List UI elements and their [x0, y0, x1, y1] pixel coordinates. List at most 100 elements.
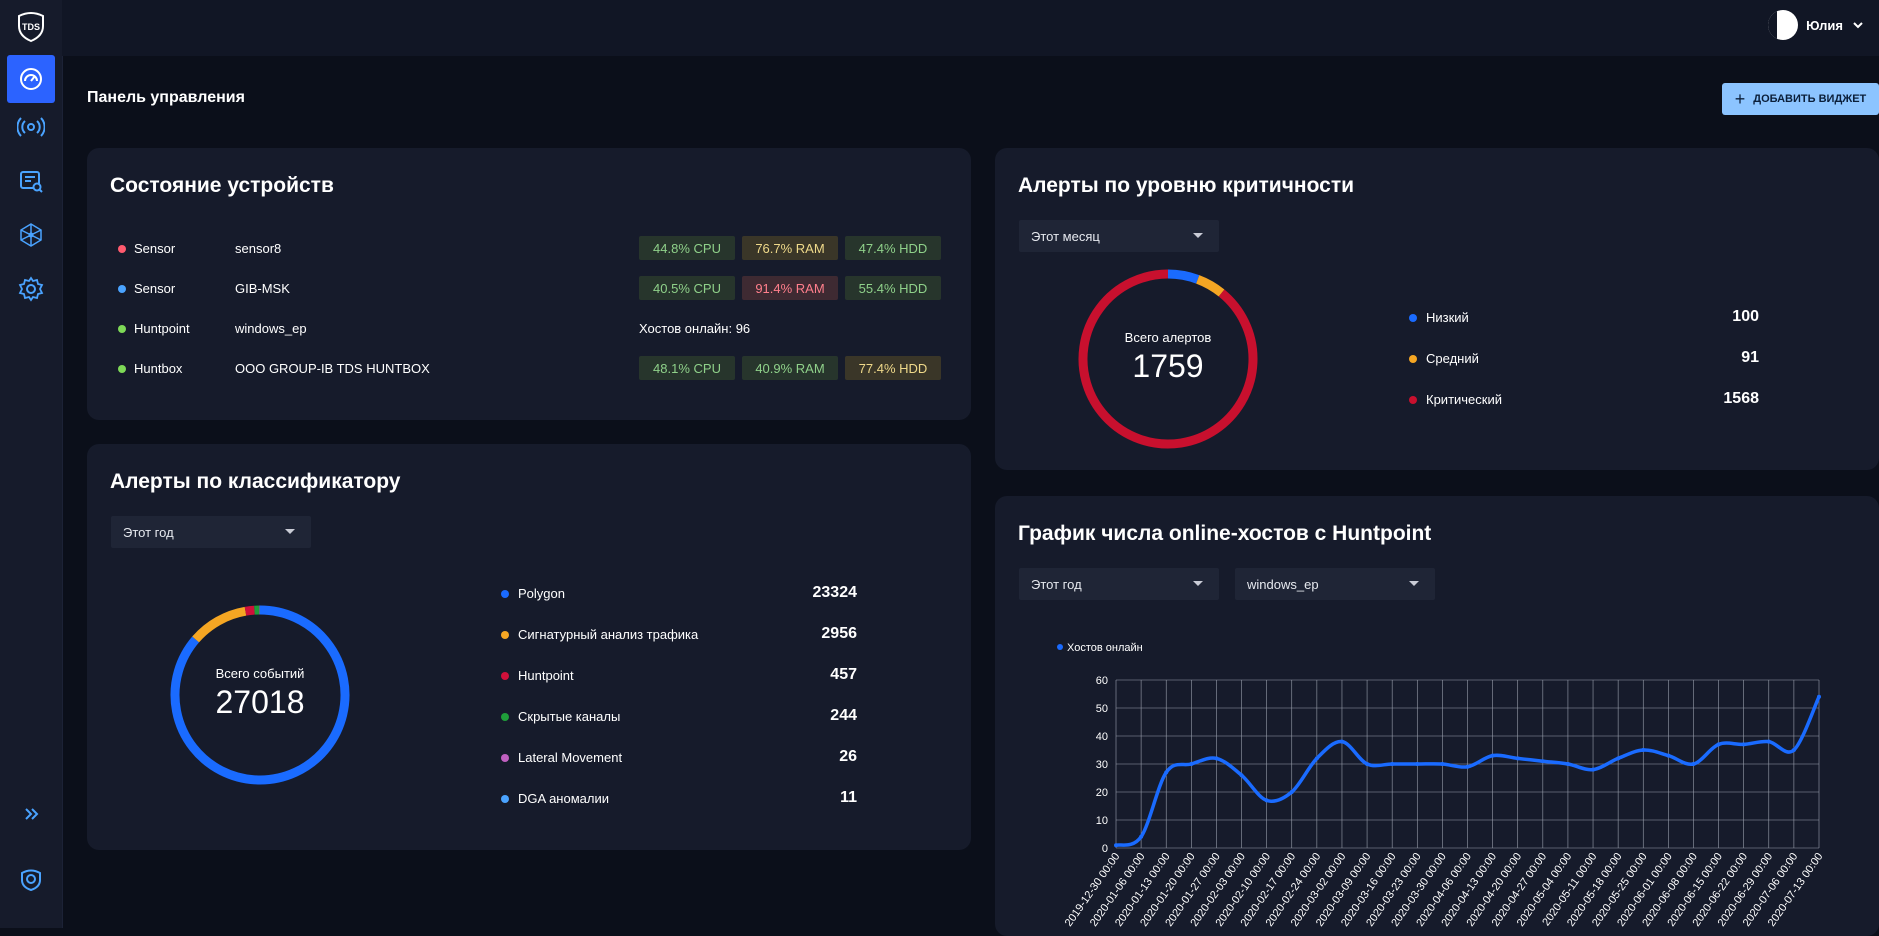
donut-slice[interactable]	[1168, 274, 1198, 279]
classifier-title: Алерты по классификатору	[110, 470, 400, 494]
data-point[interactable]	[1566, 762, 1570, 766]
donut-slice[interactable]	[245, 610, 254, 611]
data-point[interactable]	[1415, 762, 1419, 766]
device-type: Huntbox	[134, 361, 182, 376]
data-point[interactable]	[1591, 768, 1595, 772]
classifier-period-select[interactable]: Этот год	[111, 516, 311, 548]
status-dot	[118, 285, 126, 293]
donut-slice[interactable]	[1198, 279, 1222, 293]
hosts-chart-card: График числа online-хостов с Huntpoint Э…	[995, 496, 1879, 936]
legend-dot	[1409, 396, 1417, 404]
chevron-down-icon	[1851, 18, 1865, 32]
select-value: Этот год	[1031, 577, 1082, 592]
data-point[interactable]	[1365, 762, 1369, 766]
nav-settings[interactable]	[7, 265, 55, 313]
expand-sidebar-button[interactable]	[7, 790, 55, 838]
data-point[interactable]	[1214, 756, 1218, 760]
legend-value: 244	[830, 707, 857, 725]
hosts-host-select[interactable]: windows_ep	[1235, 568, 1435, 600]
data-point[interactable]	[1315, 756, 1319, 760]
user-menu[interactable]: Юлия	[1768, 10, 1865, 40]
legend-value: 457	[830, 666, 857, 684]
data-point[interactable]	[1240, 773, 1244, 777]
legend-value: 91	[1741, 349, 1759, 367]
data-point[interactable]	[1491, 754, 1495, 758]
legend-item[interactable]: Скрытые каналы 244	[501, 707, 857, 727]
data-point[interactable]	[1340, 740, 1344, 744]
y-tick-label: 50	[1096, 703, 1108, 715]
device-status-card: Состояние устройств Sensor sensor8 44.8%…	[87, 148, 971, 420]
add-widget-button[interactable]: + ДОБАВИТЬ ВИДЖЕТ	[1722, 83, 1879, 115]
donut-slice[interactable]	[196, 611, 246, 639]
hosts-period-select[interactable]: Этот год	[1019, 568, 1219, 600]
data-point[interactable]	[1691, 762, 1695, 766]
legend-dot	[501, 631, 509, 639]
nav-network[interactable]	[7, 211, 55, 259]
y-tick-label: 20	[1096, 787, 1108, 799]
legend-dot	[501, 713, 509, 721]
device-name: OOO GROUP-IB TDS HUNTBOX	[235, 361, 430, 376]
device-name: windows_ep	[235, 321, 307, 336]
sidebar: TDS	[0, 0, 63, 928]
hdd-badge: 77.4% HDD	[845, 356, 941, 380]
hosts-chart-title: График числа online-хостов с Huntpoint	[1018, 522, 1431, 546]
legend-item[interactable]: Сигнатурный анализ трафика 2956	[501, 625, 857, 645]
severity-card: Алерты по уровню критичности Этот месяц …	[995, 148, 1879, 470]
nav-sensors[interactable]	[7, 103, 55, 151]
logo-text: TDS	[22, 22, 40, 32]
y-tick-label: 0	[1102, 843, 1108, 855]
device-name: sensor8	[235, 241, 281, 256]
data-point[interactable]	[1541, 759, 1545, 763]
legend-dot	[501, 590, 509, 598]
nav-dashboard[interactable]	[7, 55, 55, 103]
classifier-card: Алерты по классификатору Этот год Всего …	[87, 444, 971, 850]
data-point[interactable]	[1164, 770, 1168, 774]
cpu-badge: 48.1% CPU	[639, 356, 735, 380]
data-point[interactable]	[1666, 754, 1670, 758]
status-dot	[118, 325, 126, 333]
network-icon	[17, 221, 45, 249]
data-point[interactable]	[1641, 748, 1645, 752]
donut-center-label: Всего алертов	[1073, 330, 1263, 345]
legend-dot	[501, 672, 509, 680]
data-point[interactable]	[1114, 843, 1118, 847]
select-value: Этот год	[123, 525, 174, 540]
plus-icon: +	[1735, 90, 1746, 108]
tds-logo[interactable]: TDS	[13, 8, 49, 44]
ram-badge: 91.4% RAM	[742, 276, 838, 300]
data-point[interactable]	[1717, 742, 1721, 746]
legend-dot	[1409, 314, 1417, 322]
data-point[interactable]	[1742, 742, 1746, 746]
select-value: windows_ep	[1247, 577, 1319, 592]
data-point[interactable]	[1290, 790, 1294, 794]
data-point[interactable]	[1189, 762, 1193, 766]
data-point[interactable]	[1466, 765, 1470, 769]
cpu-badge: 44.8% CPU	[639, 236, 735, 260]
legend-value: 2956	[821, 625, 857, 643]
data-point[interactable]	[1616, 756, 1620, 760]
data-point[interactable]	[1792, 748, 1796, 752]
severity-period-select[interactable]: Этот месяц	[1019, 220, 1219, 252]
data-point[interactable]	[1817, 695, 1821, 699]
data-point[interactable]	[1139, 835, 1143, 839]
data-point[interactable]	[1767, 740, 1771, 744]
legend-label: Сигнатурный анализ трафика	[518, 627, 698, 642]
data-point[interactable]	[1516, 756, 1520, 760]
severity-title: Алерты по уровню критичности	[1018, 174, 1354, 198]
nav-groupib[interactable]	[7, 855, 55, 903]
data-point[interactable]	[1440, 762, 1444, 766]
legend-label: Скрытые каналы	[518, 709, 620, 724]
data-point[interactable]	[1265, 798, 1269, 802]
device-row: Sensor GIB-MSK 40.5% CPU 91.4% RAM 55.4%…	[87, 276, 971, 302]
data-point[interactable]	[1390, 762, 1394, 766]
nav-reports[interactable]	[7, 157, 55, 205]
status-dot	[118, 365, 126, 373]
